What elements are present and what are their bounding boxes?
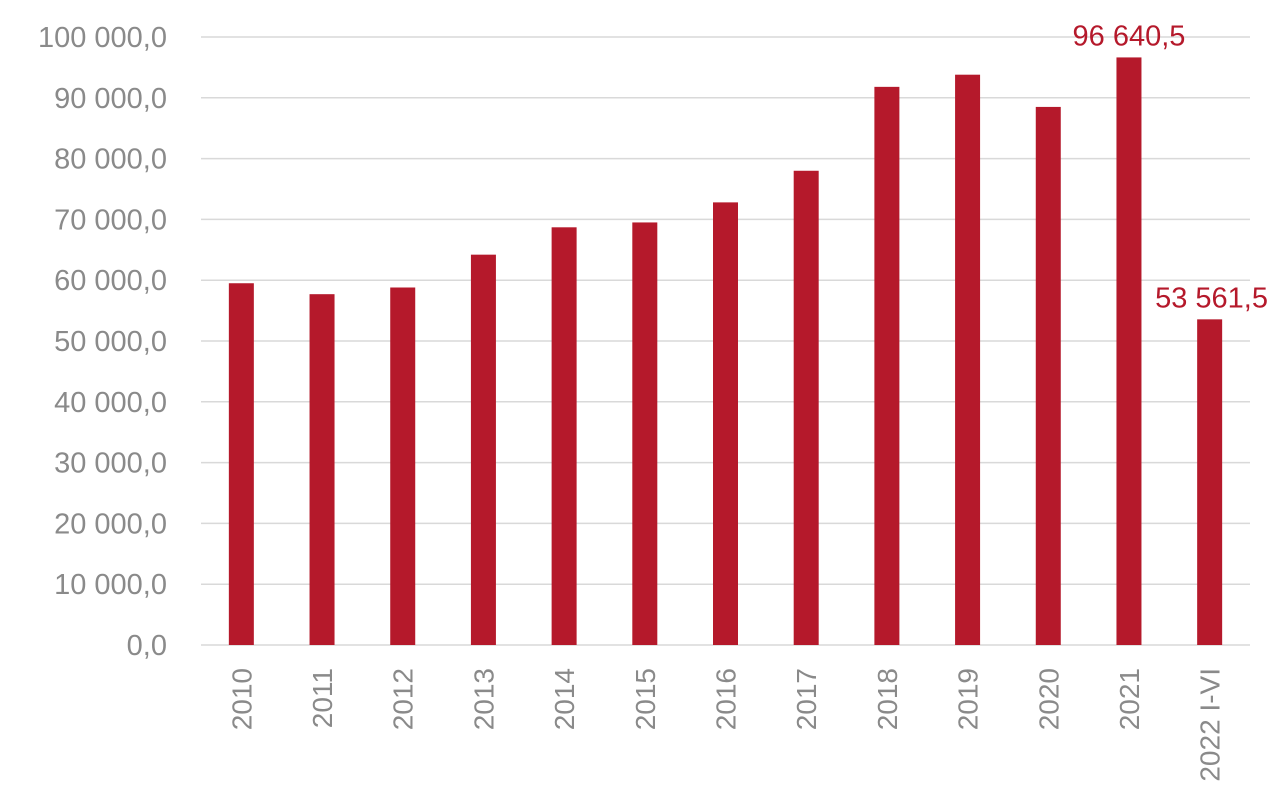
bar-2017 [793,170,819,645]
x-tick-label: 2021 [1114,668,1145,730]
y-tick-label: 70 000,0 [54,204,167,236]
y-tick-label: 30 000,0 [54,448,167,480]
x-tick-label: 2016 [711,668,742,730]
y-tick-label: 20 000,0 [54,508,167,540]
x-tick-label: 2014 [549,668,580,730]
x-tick-label: 2018 [872,668,903,730]
bar-2014 [551,227,577,645]
y-tick-label: 50 000,0 [54,326,167,358]
bar-2020 [1035,106,1061,646]
x-tick-label: 2022 I-VI [1195,668,1226,782]
x-tick-label: 2012 [388,668,419,730]
x-tick-label: 2020 [1033,668,1064,730]
x-axis-ticks: 2010 2011 2012 2013 2014 2015 2016 2017 2018 2019… [226,668,1225,782]
x-tick-label: 2011 [307,668,338,728]
y-tick-label: 10 000,0 [54,569,167,601]
bar-2011 [309,294,335,645]
bar-2013 [470,254,496,645]
x-tick-label: 2019 [953,668,984,730]
bar-2012 [390,287,416,645]
x-tick-label: 2013 [468,668,499,730]
bar-2022-I-VI [1197,319,1223,645]
y-tick-label: 40 000,0 [54,387,167,419]
bar-2010 [228,283,254,645]
bar-2015 [632,222,658,645]
y-tick-label: 80 000,0 [54,144,167,176]
y-tick-label: 100 000,0 [38,22,167,54]
bar-2016 [713,202,738,645]
data-label-2022-I-VI: 53 561,5 [1155,282,1268,314]
y-tick-label: 60 000,0 [54,265,167,297]
data-label-2021: 96 640,5 [1073,20,1186,52]
y-tick-label: 0,0 [127,630,167,662]
y-tick-label: 90 000,0 [54,83,167,115]
bar-2018 [874,86,900,645]
bars [228,57,1223,646]
x-tick-label: 2017 [791,668,822,730]
x-tick-label: 2015 [630,668,661,730]
bar-2019 [955,74,981,646]
x-tick-label: 2010 [226,668,257,730]
data-labels: 96 640,5 53 561,5 [1073,20,1268,314]
bar-2021 [1116,57,1142,645]
y-axis-ticks: 0,0 10 000,0 20 000,0 30 000,0 40 000,0 50 00… [38,22,167,662]
